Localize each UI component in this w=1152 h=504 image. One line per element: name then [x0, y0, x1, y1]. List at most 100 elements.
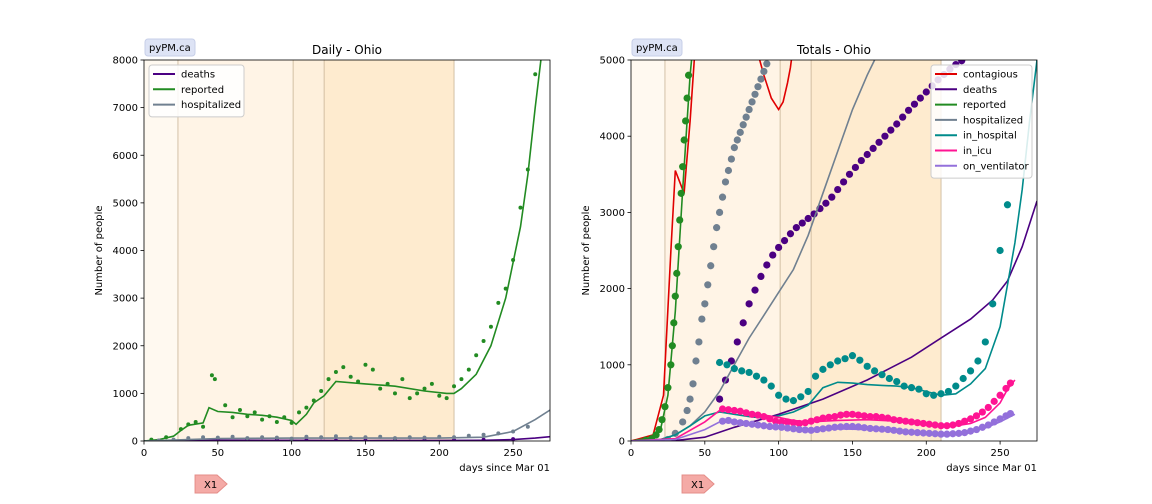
- in-hospital-point: [834, 357, 842, 365]
- in-hospital-point: [981, 338, 989, 346]
- y-tick-label: 5000: [113, 198, 138, 209]
- in-hospital-point: [841, 355, 849, 363]
- period-band-3: [780, 60, 812, 441]
- contagious-line: [631, 60, 793, 441]
- in-icu-point: [961, 417, 969, 425]
- reported-point: [341, 365, 346, 370]
- in-icu-point: [842, 410, 851, 418]
- in-icu-point: [996, 391, 1004, 399]
- in-icu-line: [631, 379, 1016, 441]
- on-ventilator-point: [848, 422, 857, 431]
- reported-line: [631, 60, 693, 441]
- hospitalized-point: [710, 243, 718, 251]
- legend-label-deaths: deaths: [963, 85, 997, 96]
- hospitalized-point: [781, 14, 788, 21]
- x-tick-label: 0: [628, 448, 634, 459]
- hospitalized-point: [721, 178, 730, 186]
- in-hospital-point: [893, 377, 901, 386]
- in-hospital-point: [760, 376, 768, 384]
- reported-point: [533, 72, 538, 77]
- x-tick-label: 150: [356, 448, 375, 459]
- deaths-point: [887, 126, 895, 134]
- in-icu-point: [854, 411, 862, 419]
- x-axis-label: days since Mar 01: [946, 463, 1037, 474]
- legend: deaths reported hospitalized: [148, 64, 245, 118]
- legend-label-hospitalized: hospitalized: [181, 100, 241, 111]
- in-hospital-point: [789, 397, 798, 405]
- in-icu-point: [878, 413, 886, 421]
- hospitalized-point: [715, 208, 724, 216]
- hospitalized-point: [733, 136, 741, 144]
- hospitalized-point: [784, 7, 791, 14]
- hospitalized-point: [739, 121, 747, 129]
- y-tick-label: 4000: [113, 246, 138, 257]
- x-tick-label: 200: [917, 448, 936, 459]
- badge-box: [144, 38, 196, 57]
- chart-title: Daily - Ohio: [312, 43, 382, 57]
- reported-point: [518, 205, 523, 210]
- reported-point: [378, 386, 383, 391]
- in-icu-point: [772, 417, 780, 425]
- reported-point: [392, 391, 397, 396]
- period-band-4: [324, 60, 455, 441]
- deaths-point: [881, 132, 889, 140]
- reported-point: [193, 419, 198, 424]
- period-band-2: [177, 60, 294, 441]
- reported-point: [348, 374, 353, 379]
- period-band-1: [144, 60, 178, 441]
- intervention-marker: [681, 474, 715, 494]
- in-hospital-point: [797, 393, 805, 401]
- reported-point: [304, 405, 309, 410]
- period-band-4: [811, 60, 942, 441]
- in-hospital-point: [826, 361, 834, 369]
- deaths-point: [792, 224, 800, 232]
- y-tick-label: 5000: [600, 56, 625, 67]
- hospitalized-point: [766, 53, 773, 60]
- in-icu-point: [831, 413, 839, 421]
- deaths-point: [769, 251, 777, 259]
- reported-point: [474, 353, 479, 358]
- deaths-point: [893, 120, 901, 128]
- reported-point: [459, 377, 464, 382]
- deaths-point: [899, 113, 907, 121]
- hospitalized-point: [775, 30, 782, 37]
- in-hospital-point: [959, 374, 967, 383]
- plot-area: [631, 7, 1037, 441]
- hospitalized-point: [754, 83, 762, 91]
- hospitalized-point: [704, 281, 712, 289]
- in-hospital-point: [804, 387, 812, 396]
- reported-point: [429, 381, 434, 386]
- x-tick-label: 100: [282, 448, 301, 459]
- hospitalized-point: [727, 155, 735, 163]
- y-tick-label: 0: [132, 437, 138, 448]
- in-hospital-point: [944, 387, 953, 396]
- axes-frame: [630, 59, 1038, 442]
- hospitalized-point: [713, 224, 721, 232]
- reported-point: [481, 338, 486, 343]
- in-icu-point: [872, 413, 880, 421]
- y-tick-label: 2000: [113, 341, 138, 352]
- in-hospital-point: [1003, 201, 1012, 209]
- reported-point: [260, 417, 265, 422]
- deaths-point: [922, 88, 930, 96]
- reported-point: [370, 367, 375, 372]
- deaths-point: [910, 100, 919, 108]
- y-axis-label: Number of people: [581, 205, 592, 295]
- reported-point: [488, 324, 493, 329]
- deaths-point: [916, 94, 924, 102]
- in-icu-point: [978, 408, 986, 416]
- x-tick-label: 250: [991, 448, 1010, 459]
- in-hospital-point: [996, 246, 1004, 255]
- in-icu-point: [990, 397, 998, 405]
- deaths-point: [958, 60, 966, 65]
- deaths-point: [964, 53, 971, 60]
- y-tick-label: 4000: [600, 132, 625, 143]
- x-tick-label: 100: [769, 448, 788, 459]
- legend-label-on-ventilator: on_ventilator: [963, 161, 1030, 172]
- in-hospital-point: [856, 356, 864, 364]
- in-hospital-point: [952, 382, 960, 390]
- deaths-point: [845, 170, 854, 178]
- y-tick-label: 3000: [113, 294, 138, 305]
- y-tick-label: 8000: [113, 56, 138, 67]
